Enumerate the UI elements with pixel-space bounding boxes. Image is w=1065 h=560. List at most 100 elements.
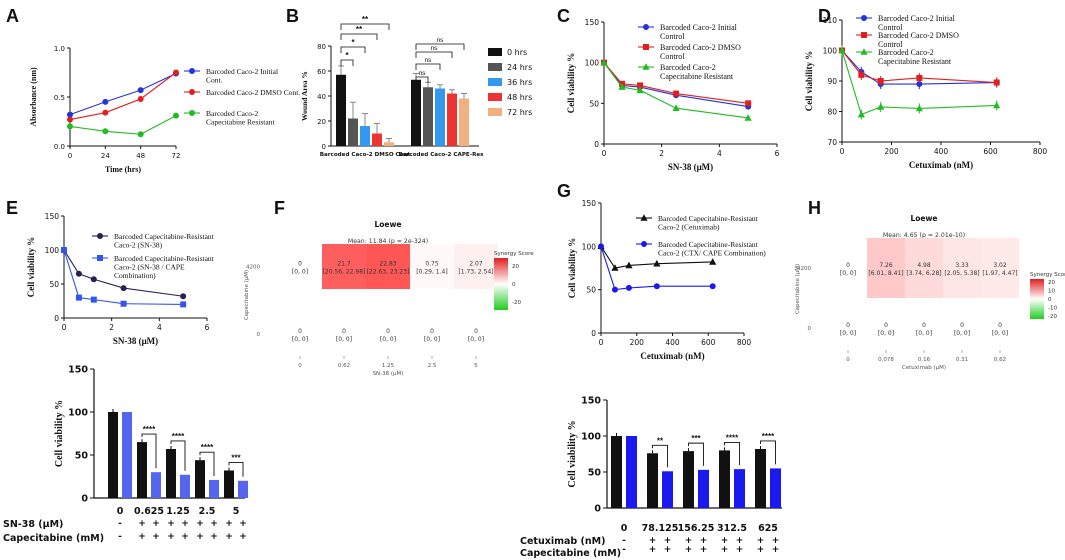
row2-mark: + — [210, 532, 218, 542]
data-point — [916, 81, 923, 88]
data-point — [625, 261, 633, 269]
panel-letter-H: H — [808, 198, 821, 218]
row-label: Cetuximab (nM) — [520, 536, 605, 547]
row1-mark: + — [736, 536, 744, 546]
sig-bracket — [199, 451, 215, 476]
bar — [423, 87, 433, 146]
sig-label: ** — [657, 436, 664, 445]
cell-value: 3.33 — [955, 262, 969, 269]
x-tick-label: 48 — [136, 152, 145, 160]
x-axis-label: SN-38 (μM) — [113, 336, 158, 346]
legend-marker — [861, 32, 867, 38]
x-tick-label: 6 — [205, 323, 210, 332]
data-point — [180, 301, 187, 308]
cell-value: 0 — [846, 262, 850, 269]
y-tick-label: 100 — [585, 59, 600, 68]
data-point — [102, 109, 109, 116]
sig-bracket — [415, 76, 429, 83]
data-point — [993, 79, 1000, 86]
cell-ci: [0, 0] — [292, 269, 308, 276]
synergy-legend-bar — [1030, 279, 1044, 319]
row1-mark: + — [181, 519, 189, 529]
legend-marker — [189, 68, 195, 74]
heatmap-title: Loewe — [910, 214, 937, 223]
row1-mark: + — [649, 536, 657, 546]
row1-mark: + — [167, 519, 175, 529]
cell-ci: [0, 0] — [468, 336, 484, 343]
row2-mark: + — [649, 545, 657, 555]
x-tick-label: 0.16 — [918, 357, 931, 363]
row1-mark: + — [210, 519, 218, 529]
heatmap-cell — [981, 238, 1019, 298]
y-tick-label: 0 — [322, 143, 326, 151]
sig-label: **** — [726, 433, 739, 442]
cell-ci: [0, 0] — [992, 330, 1008, 337]
legend-tick: 0 — [1048, 297, 1052, 303]
bar-monotherapy — [755, 448, 766, 508]
cell-value: 2.07 — [469, 261, 483, 268]
y-tick-label: 60 — [317, 68, 326, 76]
x-tick-label: 72 — [172, 152, 181, 160]
cell-ci: [6.01, 8.41] — [868, 270, 903, 277]
legend-label: Barcoded Capecitabine-Resistant Caco-2 (S… — [114, 254, 215, 280]
cell-value: 0 — [298, 328, 302, 335]
legend-tick: -20 — [1048, 314, 1057, 320]
cell-ci: [0, 0] — [840, 270, 856, 277]
sig-bracket — [228, 462, 244, 477]
sig-label: ** — [362, 15, 369, 24]
legend-label: Barcoded Caco-2 Capecitabine Resistant — [878, 48, 952, 66]
data-point — [877, 78, 884, 84]
bar-combination — [770, 468, 781, 508]
bar — [459, 98, 469, 146]
data-point — [75, 294, 82, 301]
y-tick-label: 0 — [594, 504, 601, 515]
dose-label: 0 — [117, 506, 124, 517]
row2-mark: + — [685, 545, 693, 555]
y-tick-label: 4200 — [246, 265, 260, 271]
legend: Barcoded Capecitabine-Resistant Caco-2 (S… — [92, 232, 215, 280]
legend-title: Synergy Score — [494, 251, 534, 257]
bar-chart-G-bar: 0 50 100 150 Cell viability % 0 ** 78.125 *** 156… — [567, 396, 782, 555]
y-tick-label: 150 — [45, 212, 60, 221]
sig-bracket — [415, 43, 465, 50]
heatmap-cell — [867, 238, 905, 298]
row2-mark: + — [152, 532, 160, 542]
row1-mark: - — [118, 519, 122, 529]
x-tick-label: 2 — [659, 149, 664, 158]
row1-mark: + — [757, 536, 765, 546]
y-axis-label: Capecitabine (μM) — [795, 264, 801, 314]
data-point — [67, 111, 73, 118]
row2-mark: + — [196, 532, 204, 542]
y-tick-label: 100 — [581, 432, 601, 443]
panel-letter-A: A — [6, 6, 19, 26]
x-tick-label: 200 — [884, 147, 899, 156]
bar-combination — [662, 471, 673, 508]
row2-mark: + — [700, 545, 708, 555]
bar-chart-B: 0 20 40 60 80 Wound Area % Barcoded Caco-2 DMS… — [300, 15, 532, 158]
y-tick-label: 4200 — [797, 266, 811, 272]
data-point — [637, 82, 644, 89]
legend-marker — [189, 89, 195, 95]
cell-ci: [1.97, 4.47] — [982, 270, 1017, 277]
data-point — [709, 258, 717, 265]
y-tick-label: 70 — [827, 138, 837, 147]
cell-ci: [0, 0] — [380, 336, 396, 343]
row1-mark: + — [239, 519, 247, 529]
y-tick-label: 50 — [588, 468, 602, 479]
data-point — [75, 270, 82, 277]
data-point — [90, 296, 97, 303]
bar-monotherapy — [647, 453, 658, 508]
y-tick-label: 100 — [68, 408, 88, 419]
dose-label: 1.25 — [166, 506, 189, 517]
y-tick-label: 90 — [827, 77, 837, 86]
cell-ci: [1.73, 2.54] — [458, 269, 493, 276]
dose-label: 0 — [621, 523, 628, 534]
data-point — [180, 293, 187, 300]
legend-marker — [860, 48, 868, 55]
cell-ci: [3.74, 6.28] — [906, 270, 941, 277]
data-point — [709, 283, 716, 290]
sig-label: ns — [419, 70, 427, 77]
bar-combination — [180, 474, 190, 498]
